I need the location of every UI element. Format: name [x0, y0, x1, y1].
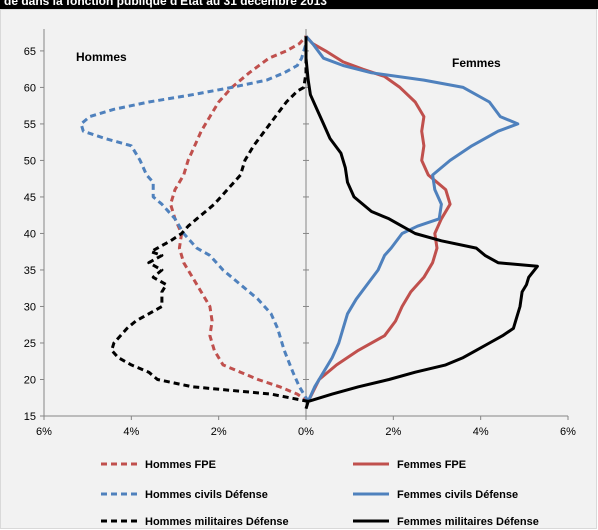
- chart-frame: 15 20 25 30 35 40 45 50 55 60 65 6% 4% 2% 0% 2% 4% 6% Hom…: [0, 9, 597, 529]
- x-tick-label: 6%: [36, 426, 52, 438]
- series-line-femmes-fpe: [304, 35, 452, 403]
- y-tick-label: 40: [24, 228, 36, 240]
- y-tick-label: 15: [24, 411, 36, 423]
- series-line-hommes-militaires-defense: [110, 36, 309, 403]
- x-tick-label: 4%: [473, 426, 489, 438]
- x-tick-label: 2%: [385, 426, 401, 438]
- x-tick-label: 6%: [560, 426, 576, 438]
- x-tick-label: 4%: [123, 426, 139, 438]
- series-line-femmes-militaires-defense: [304, 36, 539, 410]
- y-tick-label: 50: [24, 155, 36, 167]
- y-tick-label: 60: [24, 82, 36, 94]
- side-labels: Hommes Femmes: [76, 50, 501, 70]
- series-line-hommes-fpe: [169, 35, 310, 403]
- title-bar: de dans la fonction publique d'Etat au 3…: [0, 0, 598, 9]
- legend-label: Hommes militaires Défense: [145, 516, 289, 528]
- chart-svg: 15 20 25 30 35 40 45 50 55 60 65 6% 4% 2% 0% 2% 4% 6% Hom…: [24, 29, 576, 528]
- y-tick-label: 25: [24, 338, 36, 350]
- series-lines: [79, 35, 539, 410]
- y-tick-label: 35: [24, 265, 36, 277]
- x-tick-label: 2%: [211, 426, 227, 438]
- legend-label: Femmes civils Défense: [397, 489, 518, 501]
- y-tick-label: 45: [24, 192, 36, 204]
- annotation-right: Femmes: [452, 56, 501, 70]
- series-line-femmes-civils-defense: [304, 35, 520, 403]
- annotation-left: Hommes: [76, 50, 127, 64]
- y-tick-label: 20: [24, 374, 36, 386]
- legend: Hommes FPE Femmes FPE Hommes civils Défens…: [101, 459, 539, 528]
- x-tick-label: 0%: [298, 426, 314, 438]
- legend-label: Femmes FPE: [397, 459, 466, 471]
- legend-label: Femmes militaires Défense: [397, 516, 539, 528]
- legend-label: Hommes civils Défense: [145, 489, 268, 501]
- y-tick-label: 30: [24, 301, 36, 313]
- axes: 15 20 25 30 35 40 45 50 55 60 65 6% 4% 2% 0% 2% 4% 6%: [24, 29, 576, 438]
- y-tick-label: 65: [24, 46, 36, 58]
- chart-title: de dans la fonction publique d'Etat au 3…: [4, 0, 327, 8]
- series-line-hommes-civils-defense: [79, 43, 310, 403]
- y-tick-label: 55: [24, 119, 36, 131]
- legend-label: Hommes FPE: [145, 459, 216, 471]
